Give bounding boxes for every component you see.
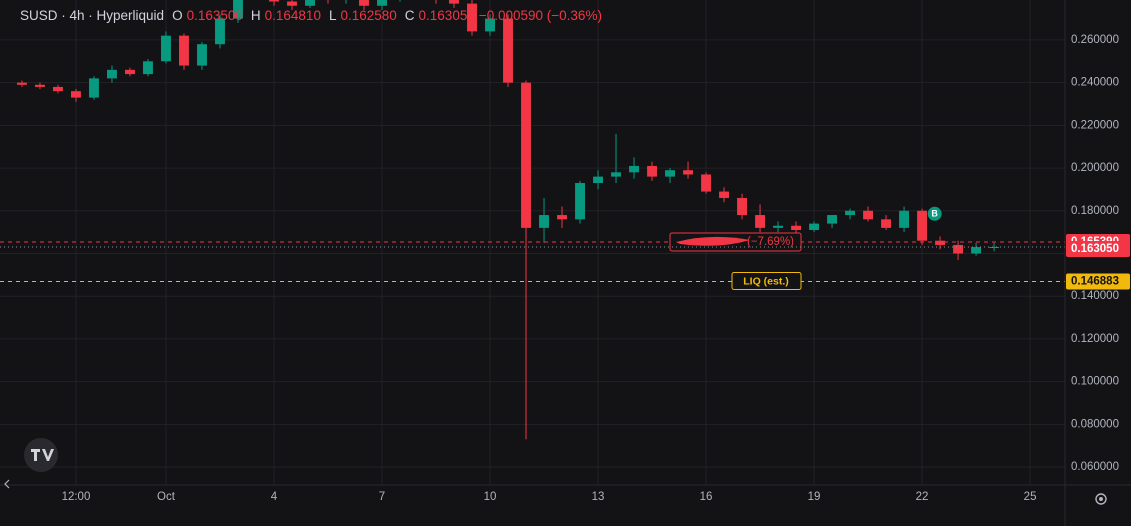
candle-body [701, 174, 711, 192]
candle-body [71, 91, 81, 98]
axes: 0.060000 0.080000 0.100000 0.120000 0.140000… [62, 34, 1130, 503]
price-tag-label: 0.146883 [1071, 276, 1119, 288]
candle-body [737, 197, 747, 216]
x-tick-label: 16 [700, 491, 713, 503]
candle-body [17, 82, 27, 85]
candle-body [107, 69, 117, 79]
candle-body [755, 215, 765, 228]
candle-body [719, 191, 729, 198]
candle-body [557, 215, 567, 220]
candle-body [593, 176, 603, 184]
candle-body [773, 225, 783, 228]
candle-body [953, 244, 964, 254]
candle-body [971, 247, 982, 254]
candle-body [143, 61, 153, 75]
plot-area: (−7.69%) LIQ (est.) B [0, 0, 1065, 440]
y-tick-label: 0.120000 [1071, 333, 1119, 345]
x-tick-label: 7 [379, 491, 385, 503]
candle-body [125, 69, 135, 75]
candle-body [269, 0, 279, 2]
candle-body [521, 82, 531, 228]
candle-body [575, 183, 585, 220]
header-value: −0.000590 (−0.36%) [478, 8, 602, 23]
candle-body [809, 223, 820, 231]
candle-body [881, 219, 892, 228]
candle-body [233, 0, 243, 19]
y-tick-label: 0.260000 [1071, 34, 1119, 46]
x-tick-label: 4 [271, 491, 278, 503]
candle-body [845, 210, 856, 216]
liq-annotation: LIQ (est.) [743, 275, 789, 287]
scroll-arrow[interactable] [4, 479, 10, 489]
liq-box [731, 272, 802, 291]
candle-body [989, 246, 1000, 248]
y-tick-label: 0.140000 [1071, 290, 1119, 302]
x-tick-label: 25 [1024, 491, 1037, 503]
x-tick-label: 19 [808, 491, 821, 503]
header-value: 0.162580 [340, 8, 397, 23]
y-tick-label: 0.240000 [1071, 77, 1119, 89]
candle-body [899, 210, 910, 228]
header-text: O [172, 8, 183, 23]
candle-body [665, 170, 675, 177]
header-value: 0.163500 [186, 8, 243, 23]
y-tick-label: 0.060000 [1071, 461, 1119, 473]
y-tick-label: 0.080000 [1071, 418, 1119, 430]
position-annotation: (−7.69%) [747, 236, 794, 248]
candle-body [287, 1, 297, 6]
header-text: H [250, 8, 261, 23]
candle-body [539, 215, 549, 228]
candle-body [917, 210, 928, 241]
candle-body [179, 35, 189, 66]
candle-body [449, 0, 459, 4]
y-tick-label: 0.220000 [1071, 119, 1119, 131]
candle-body [503, 18, 513, 83]
candle-body [89, 78, 99, 98]
x-tick-label: 10 [484, 491, 497, 503]
candle-body [467, 3, 477, 32]
candle-body [647, 165, 657, 177]
header-text: C [404, 8, 415, 23]
candle-body [197, 44, 207, 66]
y-tick-label: 0.100000 [1071, 376, 1119, 388]
x-tick-label: 13 [592, 491, 605, 503]
y-tick-label: 0.180000 [1071, 205, 1119, 217]
price-tag [1066, 240, 1130, 257]
price-tag-label: 0.163050 [1071, 243, 1119, 255]
candle-body [377, 0, 387, 6]
candle-body [683, 170, 693, 175]
candle-body [485, 18, 495, 32]
header-value: 0.163050 [418, 8, 475, 23]
header: SUSD · 4h · Hyperliquid O 0.163500 H 0.16481… [20, 8, 602, 23]
candle-body [791, 225, 802, 231]
trade-marker-label: B [931, 209, 938, 219]
candle-body [305, 0, 315, 6]
candle-body [611, 172, 621, 177]
x-tick-label: 12:00 [62, 491, 91, 503]
candle-body [629, 165, 639, 173]
candle-body [53, 86, 63, 92]
settings-button[interactable] [1095, 493, 1107, 505]
candle-body [359, 0, 369, 6]
tv-logo[interactable] [24, 438, 58, 472]
candle-body [215, 18, 225, 45]
candle-body [161, 35, 171, 62]
header-text: L [328, 8, 337, 23]
header-value: 0.164810 [264, 8, 321, 23]
candle-body [827, 215, 838, 224]
redaction-scribble [676, 236, 750, 246]
y-tick-label: 0.200000 [1071, 162, 1119, 174]
candle-body [863, 210, 874, 220]
price-tag [1066, 273, 1130, 290]
trade-marker [927, 206, 942, 221]
x-tick-label: Oct [157, 491, 176, 503]
candle-body [35, 84, 45, 87]
candle-body [935, 240, 946, 245]
header-title: SUSD · 4h · Hyperliquid [20, 8, 165, 23]
x-tick-label: 22 [916, 491, 929, 503]
